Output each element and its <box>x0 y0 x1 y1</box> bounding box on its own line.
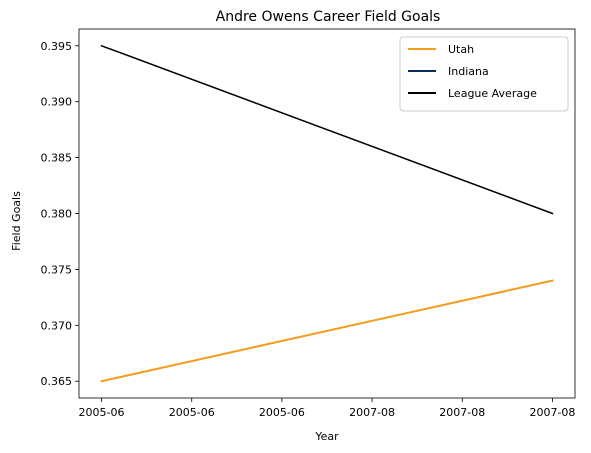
legend-label-1: Indiana <box>448 65 489 78</box>
x-tick-label-5: 2007-08 <box>529 406 575 419</box>
x-tick-label-1: 2005-06 <box>169 406 215 419</box>
x-tick-label-3: 2007-08 <box>349 406 395 419</box>
x-tick-label-0: 2005-06 <box>79 406 125 419</box>
x-tick-label-4: 2007-08 <box>439 406 485 419</box>
legend-label-0: Utah <box>448 43 474 56</box>
y-tick-label-0: 0.365 <box>41 375 73 388</box>
y-tick-label-5: 0.390 <box>41 96 73 109</box>
y-tick-label-1: 0.370 <box>41 319 73 332</box>
y-axis-label: Field Goals <box>10 191 23 251</box>
chart-title: Andre Owens Career Field Goals <box>216 9 441 25</box>
x-tick-label-2: 2005-06 <box>259 406 305 419</box>
series-line-0 <box>100 279 554 383</box>
legend: Utah Indiana League Average <box>399 36 569 112</box>
y-tick-label-4: 0.385 <box>41 152 73 165</box>
plot-area: 0.365 0.370 0.375 0.380 0.385 0.390 0.395 2005-… <box>41 28 575 419</box>
legend-label-2: League Average <box>448 87 537 100</box>
legend-box <box>399 36 569 112</box>
y-tick-label-3: 0.380 <box>41 208 73 221</box>
y-tick-label-6: 0.395 <box>41 40 73 53</box>
y-tick-label-2: 0.375 <box>41 263 73 276</box>
x-axis-label: Year <box>314 430 339 443</box>
series-line-2 <box>100 44 554 215</box>
